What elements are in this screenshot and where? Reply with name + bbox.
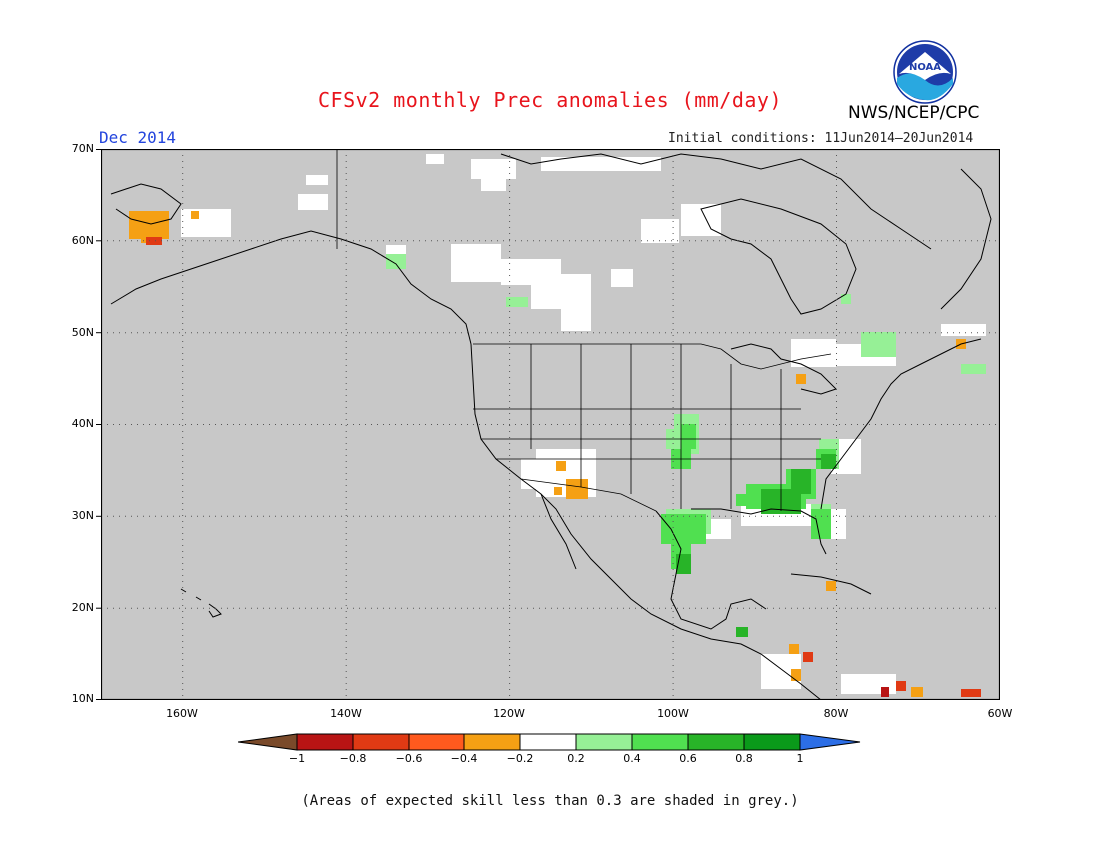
colorbar bbox=[238, 733, 861, 751]
dark-red-anomaly-areas bbox=[881, 687, 889, 697]
y-tick-label: 70N bbox=[71, 142, 94, 155]
x-tick-label: 140W bbox=[330, 707, 362, 720]
y-tick-label: 30N bbox=[71, 509, 94, 522]
x-tick-label: 160W bbox=[166, 707, 198, 720]
x-tick-label: 120W bbox=[493, 707, 525, 720]
red-anomaly-areas bbox=[146, 237, 981, 697]
chart-title: CFSv2 monthly Prec anomalies (mm/day) bbox=[317, 88, 783, 112]
colorbar-swatch bbox=[408, 733, 465, 751]
colorbar-swatch bbox=[743, 733, 801, 751]
y-tick-label: 60N bbox=[71, 234, 94, 247]
precip-anomaly-map bbox=[101, 149, 1000, 700]
skill-footnote: (Areas of expected skill less than 0.3 a… bbox=[301, 793, 799, 809]
forecast-month-label: Dec 2014 bbox=[99, 128, 177, 147]
colorbar-label: 0.6 bbox=[679, 752, 697, 765]
colorbar-label: −0.6 bbox=[395, 752, 423, 765]
colorbar-swatch bbox=[631, 733, 689, 751]
colorbar-label: 0.2 bbox=[567, 752, 585, 765]
y-tick-label: 20N bbox=[71, 601, 94, 614]
map-background bbox=[101, 149, 1000, 700]
colorbar-swatch bbox=[575, 733, 633, 751]
noaa-logo-icon: NOAA bbox=[893, 40, 957, 104]
colorbar-label: 1 bbox=[796, 752, 804, 765]
x-tick-label: 60W bbox=[987, 707, 1013, 720]
colorbar-right-arrow bbox=[799, 733, 861, 751]
colorbar-swatch bbox=[519, 733, 577, 751]
logo-text: NOAA bbox=[909, 62, 941, 73]
x-tick-label: 80W bbox=[823, 707, 849, 720]
agency-label: NWS/NCEP/CPC bbox=[848, 103, 980, 123]
y-tick-label: 10N bbox=[71, 692, 94, 705]
colorbar-label: 0.8 bbox=[735, 752, 753, 765]
colorbar-swatch bbox=[463, 733, 521, 751]
colorbar-label: −0.4 bbox=[450, 752, 478, 765]
colorbar-label: 0.4 bbox=[623, 752, 641, 765]
x-tick-label: 100W bbox=[657, 707, 689, 720]
colorbar-label: −1 bbox=[288, 752, 306, 765]
colorbar-label: −0.2 bbox=[506, 752, 534, 765]
colorbar-left-arrow bbox=[238, 733, 298, 751]
y-tick-marks bbox=[96, 149, 102, 700]
colorbar-swatch bbox=[352, 733, 410, 751]
colorbar-swatch bbox=[687, 733, 745, 751]
initial-conditions-label: Initial conditions: 11Jun2014–20Jun2014 bbox=[668, 131, 974, 146]
y-tick-label: 40N bbox=[71, 417, 94, 430]
coastlines bbox=[110, 153, 992, 700]
political-boundaries bbox=[336, 149, 832, 512]
colorbar-swatch bbox=[296, 733, 354, 751]
y-tick-label: 50N bbox=[71, 326, 94, 339]
colorbar-label: −0.8 bbox=[339, 752, 367, 765]
